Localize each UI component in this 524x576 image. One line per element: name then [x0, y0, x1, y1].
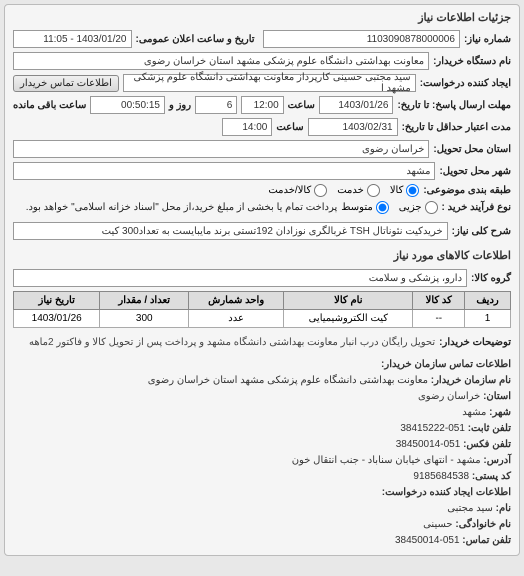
phone-label: تلفن ثابت:: [468, 423, 511, 434]
buyer-contact-button[interactable]: اطلاعات تماس خریدار: [13, 75, 119, 92]
process-radio-group: جزیی متوسط: [341, 201, 437, 214]
buyer-name-field: معاونت بهداشتی دانشگاه علوم پزشکی مشهد ا…: [13, 52, 429, 70]
panel-title: جزئیات اطلاعات نیاز: [13, 11, 511, 24]
response-date-field: 1403/01/26: [319, 96, 394, 114]
goods-group-field: دارو، پزشکی و سلامت: [13, 269, 467, 287]
time-label-1: ساعت: [288, 100, 315, 111]
announce-field: 1403/01/20 - 11:05: [13, 30, 132, 48]
radio-service-label: خدمت: [337, 185, 364, 196]
description-field: خریدکیت نئوناتال TSH غربالگری نوزادان 19…: [13, 222, 448, 240]
radio-small[interactable]: جزیی: [399, 201, 438, 214]
validity-date-field: 1403/02/31: [308, 118, 398, 136]
name-label: نام:: [496, 503, 511, 514]
postal-value: 9185684538: [413, 471, 469, 482]
c-city-label: شهر:: [489, 407, 511, 418]
phone-value: 051-38415222: [400, 423, 465, 434]
table-row: 1 -- کیت الکتروشیمیایی عدد 300 1403/01/2…: [14, 310, 511, 328]
radio-medium-label: متوسط: [341, 202, 372, 213]
contact-info-block: اطلاعات تماس سازمان خریدار: نام سازمان خ…: [13, 357, 511, 549]
requester-label: ایجاد کننده درخواست:: [420, 78, 511, 89]
buyer-note-label: توضیحات خریدار:: [439, 337, 511, 348]
name-value: سید مجتبی: [447, 503, 493, 514]
c-province-label: استان:: [483, 391, 511, 402]
surname-value: حسینی: [423, 519, 452, 530]
c-province-value: خراسان رضوی: [418, 391, 480, 402]
announce-label: تاریخ و ساعت اعلان عمومی:: [136, 34, 255, 45]
th-date: تاریخ نیاز: [14, 292, 100, 310]
province-label: استان محل تحویل:: [433, 144, 511, 155]
org-value: معاونت بهداشتی دانشگاه علوم پزشکی مشهد ا…: [148, 375, 428, 386]
goods-table: ردیف کد کالا نام کالا واحد شمارش تعداد /…: [13, 291, 511, 328]
th-code: کد کالا: [413, 292, 465, 310]
days-label: روز و: [169, 100, 191, 111]
buyer-note: تحویل رایگان درب انبار معاونت بهداشتی دا…: [29, 334, 435, 351]
response-deadline-label: مهلت ارسال پاسخ: تا تاریخ:: [397, 100, 511, 111]
contact-phone-value: 051-38450014: [395, 535, 460, 546]
th-qty: تعداد / مقدار: [100, 292, 189, 310]
category-radio-group: کالا خدمت کالا/خدمت: [268, 184, 419, 197]
td-qty: 300: [100, 310, 189, 328]
package-label: طبقه بندی موضوعی:: [423, 185, 511, 196]
city-label: شهر محل تحویل:: [439, 166, 511, 177]
validity-label: مدت اعتبار حداقل تا تاریخ:: [402, 122, 511, 133]
td-row: 1: [465, 310, 511, 328]
province-field: خراسان رضوی: [13, 140, 429, 158]
remaining-label: ساعت باقی مانده: [13, 100, 86, 111]
radio-goods[interactable]: کالا: [390, 184, 420, 197]
radio-both-label: کالا/خدمت: [268, 185, 311, 196]
radio-medium[interactable]: متوسط: [341, 201, 388, 214]
th-unit: واحد شمارش: [189, 292, 284, 310]
validity-time-field: 14:00: [222, 118, 272, 136]
surname-label: نام خانوادگی:: [455, 519, 511, 530]
fax-label: تلفن فکس:: [463, 439, 511, 450]
response-time-field: 12:00: [241, 96, 283, 114]
address-label: آدرس:: [483, 455, 511, 466]
remaining-field: 00:50:15: [90, 96, 165, 114]
td-code: --: [413, 310, 465, 328]
radio-service[interactable]: خدمت: [337, 184, 380, 197]
description-label: شرح کلی نیاز:: [452, 226, 511, 237]
goods-group-label: گروه کالا:: [471, 273, 511, 284]
td-date: 1403/01/26: [14, 310, 100, 328]
need-number-field: 1103090878000006: [263, 30, 460, 48]
req-creator-section: اطلاعات ایجاد کننده درخواست:: [13, 485, 511, 501]
time-label-2: ساعت: [276, 122, 303, 133]
goods-section-title: اطلاعات کالاهای مورد نیاز: [13, 246, 511, 265]
td-unit: عدد: [189, 310, 284, 328]
postal-label: کد پستی:: [472, 471, 511, 482]
td-name: کیت الکتروشیمیایی: [284, 310, 413, 328]
requester-field: سید مجتبی حسینی کارپرداز معاونت بهداشتی …: [123, 74, 416, 92]
process-note: پرداخت تمام یا بخشی از مبلغ خرید،از محل …: [26, 202, 338, 213]
city-field: مشهد: [13, 162, 435, 180]
radio-small-label: جزیی: [399, 202, 422, 213]
c-city-value: مشهد: [462, 407, 486, 418]
process-label: نوع فرآیند خرید :: [442, 202, 511, 213]
org-label: نام سازمان خریدار:: [431, 375, 511, 386]
th-row: ردیف: [465, 292, 511, 310]
contact-section-title: اطلاعات تماس سازمان خریدار:: [13, 357, 511, 373]
contact-phone-label: تلفن تماس:: [462, 535, 511, 546]
radio-goods-label: کالا: [390, 185, 404, 196]
buyer-name-label: نام دستگاه خریدار:: [433, 56, 511, 67]
days-field: 6: [195, 96, 237, 114]
th-name: نام کالا: [284, 292, 413, 310]
radio-both[interactable]: کالا/خدمت: [268, 184, 327, 197]
address-value: مشهد - انتهای خیابان سناباد - جنب انتقال…: [292, 455, 481, 466]
need-number-label: شماره نیاز:: [464, 34, 511, 45]
fax-value: 051-38450014: [396, 439, 461, 450]
main-panel: جزئیات اطلاعات نیاز شماره نیاز: 11030908…: [4, 4, 520, 556]
